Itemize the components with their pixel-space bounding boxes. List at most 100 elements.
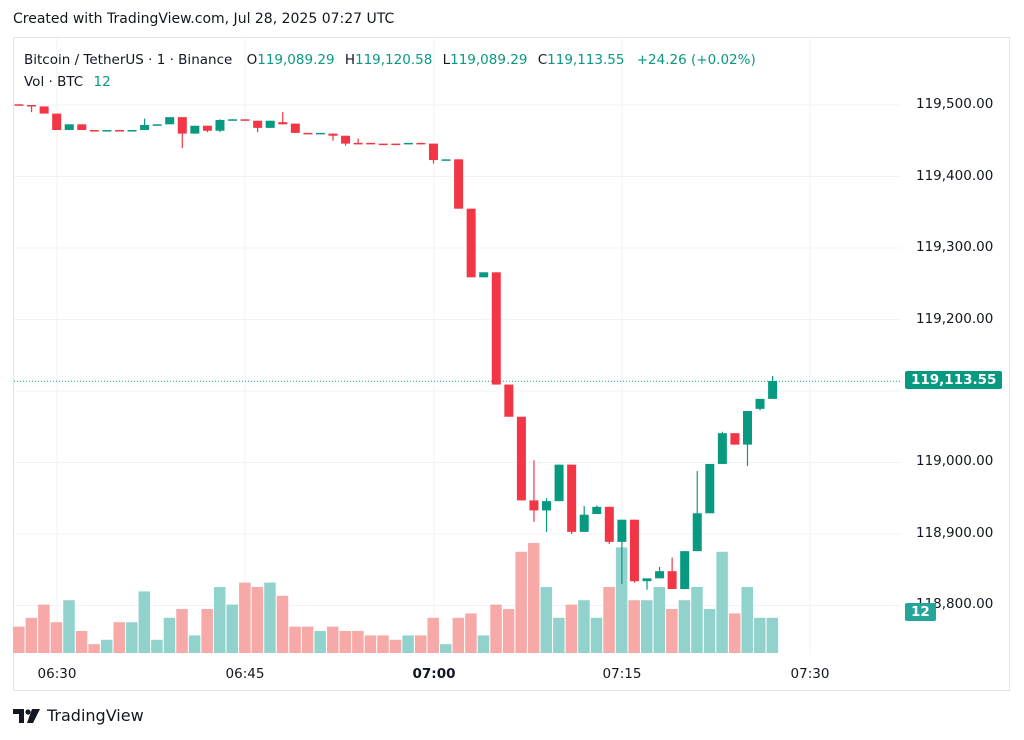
chart-frame[interactable] bbox=[13, 37, 1010, 691]
candle-body bbox=[52, 113, 62, 131]
candle-body bbox=[378, 143, 388, 146]
candle-body bbox=[403, 142, 413, 145]
time-tick: 07:00 bbox=[412, 666, 456, 682]
candle-body bbox=[629, 519, 639, 582]
created-with-caption: Created with TradingView.com, Jul 28, 20… bbox=[13, 11, 395, 27]
volume-bar bbox=[754, 617, 766, 653]
volume-bar bbox=[389, 639, 402, 653]
candle-body bbox=[466, 208, 476, 278]
candle-body bbox=[202, 125, 212, 131]
candle-body bbox=[240, 119, 250, 121]
legend-ohlc-row: Bitcoin / TetherUS · 1 · Binance O119,08… bbox=[24, 49, 756, 71]
candle-body bbox=[190, 125, 200, 134]
change-value: +24.26 (+0.02%) bbox=[636, 52, 756, 68]
volume-bar bbox=[641, 600, 653, 653]
volume-bar bbox=[465, 613, 477, 653]
low-label: L bbox=[442, 52, 451, 68]
volume-bar bbox=[615, 547, 628, 653]
volume-bar bbox=[50, 622, 63, 653]
volume-bar bbox=[452, 617, 465, 653]
candle-body bbox=[14, 104, 24, 106]
candle-body bbox=[253, 120, 263, 128]
candle-body bbox=[617, 519, 627, 542]
close-label: C bbox=[537, 52, 548, 68]
volume-bar bbox=[151, 639, 163, 653]
open-value: 119,089.29 bbox=[257, 52, 335, 68]
volume-bar bbox=[477, 635, 490, 653]
price-tick: 119,000.00 bbox=[916, 453, 994, 469]
volume-bar bbox=[766, 617, 779, 653]
volume-bar bbox=[590, 617, 603, 653]
volume-bar bbox=[63, 600, 75, 653]
volume-bar bbox=[188, 635, 201, 653]
candle-body bbox=[491, 272, 501, 385]
volume-bar bbox=[163, 617, 176, 653]
candle-body bbox=[228, 119, 238, 121]
volume-bar bbox=[126, 622, 138, 653]
high-label: H bbox=[344, 52, 355, 68]
candle-body bbox=[64, 124, 74, 131]
legend-volume-row: Vol · BTC 12 bbox=[24, 71, 756, 93]
candle-body bbox=[542, 501, 552, 511]
volume-bar bbox=[226, 604, 239, 653]
candle-body bbox=[705, 463, 715, 514]
legend: Bitcoin / TetherUS · 1 · Binance O119,08… bbox=[24, 49, 756, 93]
volume-bar bbox=[100, 639, 113, 653]
candle-body bbox=[152, 124, 162, 126]
candle-body bbox=[114, 130, 124, 132]
candle-body bbox=[303, 132, 313, 135]
candle-body bbox=[102, 130, 112, 132]
time-tick: 06:30 bbox=[37, 666, 77, 682]
close-value: 119,113.55 bbox=[547, 52, 625, 68]
volume-bar bbox=[75, 631, 88, 653]
time-tick: 06:45 bbox=[225, 666, 265, 682]
volume-bar bbox=[716, 551, 728, 653]
volume-bar bbox=[490, 604, 502, 653]
volume-bar bbox=[502, 609, 515, 653]
candle-body bbox=[328, 133, 338, 136]
volume-bar bbox=[201, 609, 213, 653]
price-tick: 119,400.00 bbox=[916, 168, 994, 184]
symbol-title[interactable]: Bitcoin / TetherUS · 1 · Binance bbox=[24, 52, 233, 68]
candle-body bbox=[353, 142, 363, 145]
candle-body bbox=[604, 506, 614, 542]
volume-bar bbox=[289, 626, 301, 653]
volume-bar bbox=[628, 600, 640, 653]
volume-bar bbox=[314, 631, 326, 653]
candle-body bbox=[265, 120, 275, 128]
volume-bar bbox=[88, 644, 100, 653]
volume-bar bbox=[251, 587, 264, 653]
candle-body bbox=[479, 272, 489, 278]
volume-bar bbox=[377, 635, 389, 653]
candle-body bbox=[592, 506, 602, 514]
volume-bar bbox=[728, 613, 741, 653]
candle-body bbox=[127, 130, 137, 132]
volume-bar bbox=[113, 622, 125, 653]
volume-value: 12 bbox=[93, 74, 111, 90]
tradingview-footer[interactable]: TradingView bbox=[13, 706, 144, 725]
volume-bar bbox=[364, 635, 377, 653]
price-tick: 118,900.00 bbox=[916, 525, 994, 541]
candle-body bbox=[717, 433, 727, 464]
candle-body bbox=[278, 122, 288, 125]
volume-bar bbox=[414, 635, 427, 653]
candle-body bbox=[516, 416, 526, 501]
volume-bar bbox=[176, 609, 188, 653]
candle-body bbox=[441, 159, 451, 161]
volume-bar bbox=[301, 626, 314, 653]
volume-label[interactable]: Vol · BTC bbox=[24, 74, 84, 90]
candle-body bbox=[680, 551, 690, 590]
volume-bar bbox=[691, 587, 703, 653]
volume-bar bbox=[553, 617, 565, 653]
candle-body bbox=[366, 142, 376, 145]
volume-bar bbox=[339, 631, 352, 653]
price-tick: 119,200.00 bbox=[916, 311, 994, 327]
candle-body bbox=[140, 125, 150, 131]
volume-bar bbox=[578, 600, 590, 653]
volume-bar bbox=[276, 595, 289, 653]
candle-body bbox=[177, 117, 187, 134]
volume-bar bbox=[213, 587, 226, 653]
candle-body bbox=[692, 513, 702, 552]
candle-body bbox=[567, 464, 577, 532]
